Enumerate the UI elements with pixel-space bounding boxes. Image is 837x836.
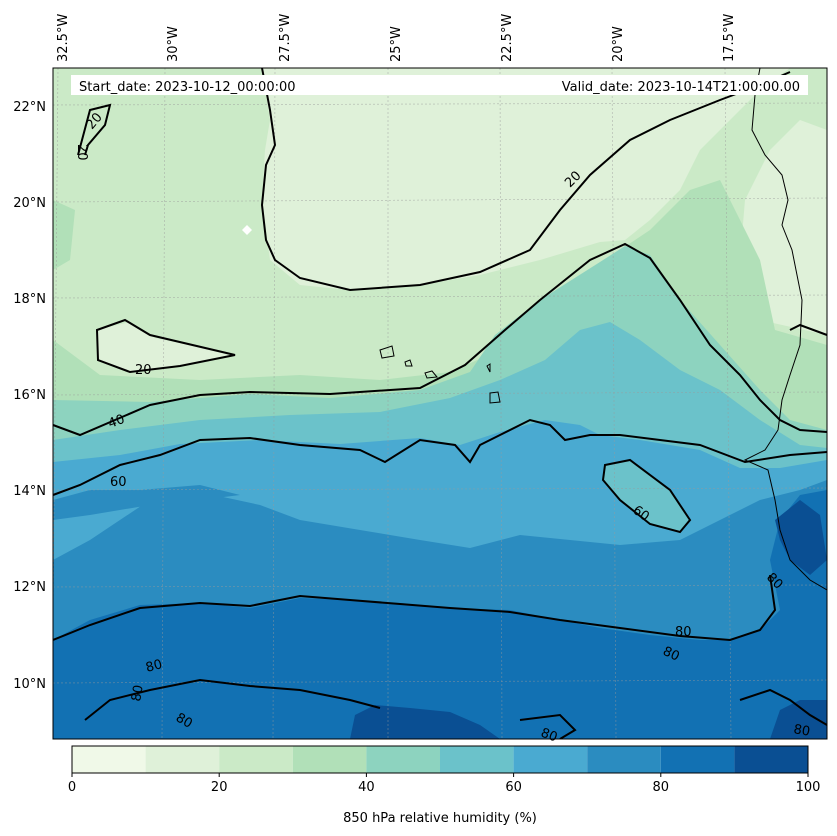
colorbar-cell bbox=[513, 746, 588, 773]
colorbar-tick-label: 20 bbox=[211, 780, 228, 795]
graticule-lines bbox=[53, 68, 827, 739]
contour-80-north bbox=[53, 574, 777, 642]
colorbar-label: 850 hPa relative humidity (%) bbox=[343, 811, 537, 826]
colorbar-cells bbox=[72, 746, 808, 773]
lon-label-25w: 25°W bbox=[389, 26, 404, 62]
contour-label-80-d: 80 bbox=[129, 684, 147, 703]
lat-label-16n: 16°N bbox=[13, 388, 46, 403]
colorbar-outline bbox=[71, 745, 809, 774]
rh-band-80-90 bbox=[53, 490, 827, 739]
colorbar-tick-label: 80 bbox=[653, 780, 670, 795]
start-date-label: Start_date: 2023-10-12_00:00:00 bbox=[79, 80, 296, 95]
contour-label-80-c: 80 bbox=[144, 657, 164, 676]
colorbar-cell bbox=[145, 746, 220, 773]
contour-label-60-a: 60 bbox=[110, 475, 127, 490]
colorbar-cell bbox=[660, 746, 735, 773]
coastline-layer bbox=[379, 68, 827, 591]
lat-label-14n: 14°N bbox=[13, 484, 46, 499]
colorbar-tick-label: 40 bbox=[358, 780, 375, 795]
contour-label-80-a: 80 bbox=[675, 625, 692, 640]
contour-label-80-h: 80 bbox=[792, 722, 811, 740]
lat-label-22n: 22°N bbox=[13, 100, 46, 115]
humidity-fill-layers bbox=[53, 68, 827, 739]
contour-label-20-d: 20 bbox=[74, 144, 89, 161]
contour-lines bbox=[53, 68, 827, 739]
contour-20-nw bbox=[77, 103, 112, 156]
contour-80-south bbox=[84, 678, 381, 721]
longitude-axis-labels: 32.5°W 30°W 27.5°W 25°W 22.5°W 20°W 17.5… bbox=[56, 14, 737, 62]
rh-band-10-20-west bbox=[96, 322, 235, 372]
lon-label-22-5w: 22.5°W bbox=[500, 14, 515, 62]
location-marker bbox=[242, 225, 252, 235]
colorbar-cell bbox=[72, 746, 146, 773]
lon-label-27-5w: 27.5°W bbox=[278, 14, 293, 62]
lon-label-32-5w: 32.5°W bbox=[56, 14, 71, 62]
contour-80-east bbox=[739, 688, 827, 726]
lon-label-20w: 20°W bbox=[611, 26, 626, 62]
contour-label-80-b: 80 bbox=[660, 644, 681, 665]
contour-label-20-b: 20 bbox=[135, 363, 152, 378]
contour-20-north bbox=[260, 68, 791, 292]
rh-band-50-60-blob bbox=[603, 460, 690, 532]
lon-label-30w: 30°W bbox=[166, 26, 181, 62]
lat-label-10n: 10°N bbox=[13, 677, 46, 692]
contour-80-southeast bbox=[519, 713, 577, 739]
colorbar-cell bbox=[734, 746, 808, 773]
colorbar-ticks: 0 20 40 60 80 100 bbox=[68, 773, 821, 795]
contour-60 bbox=[53, 418, 827, 496]
latitude-axis-labels: 22°N 20°N 18°N 16°N 14°N 12°N 10°N bbox=[13, 100, 46, 692]
contour-label-40: 40 bbox=[106, 412, 127, 432]
contour-40-east bbox=[789, 323, 827, 336]
valid-date-label: Valid_date: 2023-10-14T21:00:00.00 bbox=[562, 80, 800, 95]
colorbar-tick-label: 0 bbox=[68, 780, 76, 795]
rh-band-30-40-west bbox=[53, 200, 75, 270]
contour-60-blob bbox=[601, 458, 692, 534]
colorbar-tick-label: 100 bbox=[796, 780, 821, 795]
lat-label-18n: 18°N bbox=[13, 292, 46, 307]
cape-verde-islands bbox=[379, 345, 501, 404]
colorbar-cell bbox=[292, 746, 367, 773]
colorbar-cell bbox=[440, 746, 514, 773]
colorbar-cell bbox=[366, 746, 440, 773]
date-header-box bbox=[71, 75, 808, 95]
contour-20-west-loop bbox=[95, 318, 236, 374]
map-frame bbox=[52, 67, 828, 740]
african-coastline bbox=[743, 68, 827, 591]
lon-label-17-5w: 17.5°W bbox=[722, 14, 737, 62]
lat-label-12n: 12°N bbox=[13, 580, 46, 595]
contour-40 bbox=[53, 242, 827, 437]
colorbar-cell bbox=[219, 746, 293, 773]
contour-label-80-e: 80 bbox=[173, 710, 195, 731]
colorbar-cell bbox=[587, 746, 661, 773]
colorbar-tick-label: 60 bbox=[505, 780, 522, 795]
colorbar: 0 20 40 60 80 100 850 hPa relative humidity (… bbox=[68, 745, 821, 826]
lat-label-20n: 20°N bbox=[13, 196, 46, 211]
rh-band-10-20 bbox=[262, 68, 827, 335]
contour-label-80-f: 80 bbox=[539, 726, 560, 746]
